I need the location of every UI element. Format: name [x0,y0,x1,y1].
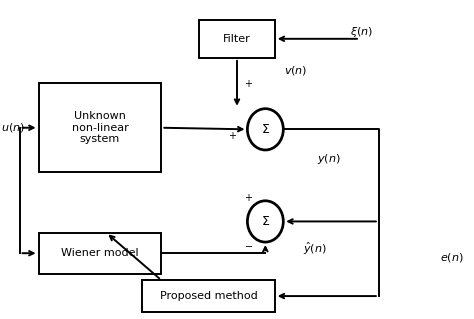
Text: Wiener model: Wiener model [61,248,139,258]
Text: $e(n)$: $e(n)$ [440,251,464,264]
Text: $+$: $+$ [244,78,253,89]
Text: Filter: Filter [223,34,251,44]
Text: $+$: $+$ [228,130,237,141]
Text: $y(n)$: $y(n)$ [318,152,341,167]
Ellipse shape [247,109,283,150]
Text: $\xi(n)$: $\xi(n)$ [350,26,374,40]
Bar [199,20,275,58]
Text: $\Sigma$: $\Sigma$ [261,215,270,228]
Bar [143,280,275,312]
Text: $-$: $-$ [244,240,254,250]
Text: $+$: $+$ [244,192,253,203]
Bar [38,83,161,172]
Bar [38,233,161,274]
Text: Unknown
non-linear
system: Unknown non-linear system [72,111,128,144]
Ellipse shape [247,201,283,242]
Text: $\Sigma$: $\Sigma$ [261,123,270,136]
Text: $u(n)$: $u(n)$ [0,121,25,134]
Text: $\hat{y}(n)$: $\hat{y}(n)$ [303,240,327,256]
Text: Proposed method: Proposed method [160,291,257,301]
Text: $v(n)$: $v(n)$ [284,64,308,77]
